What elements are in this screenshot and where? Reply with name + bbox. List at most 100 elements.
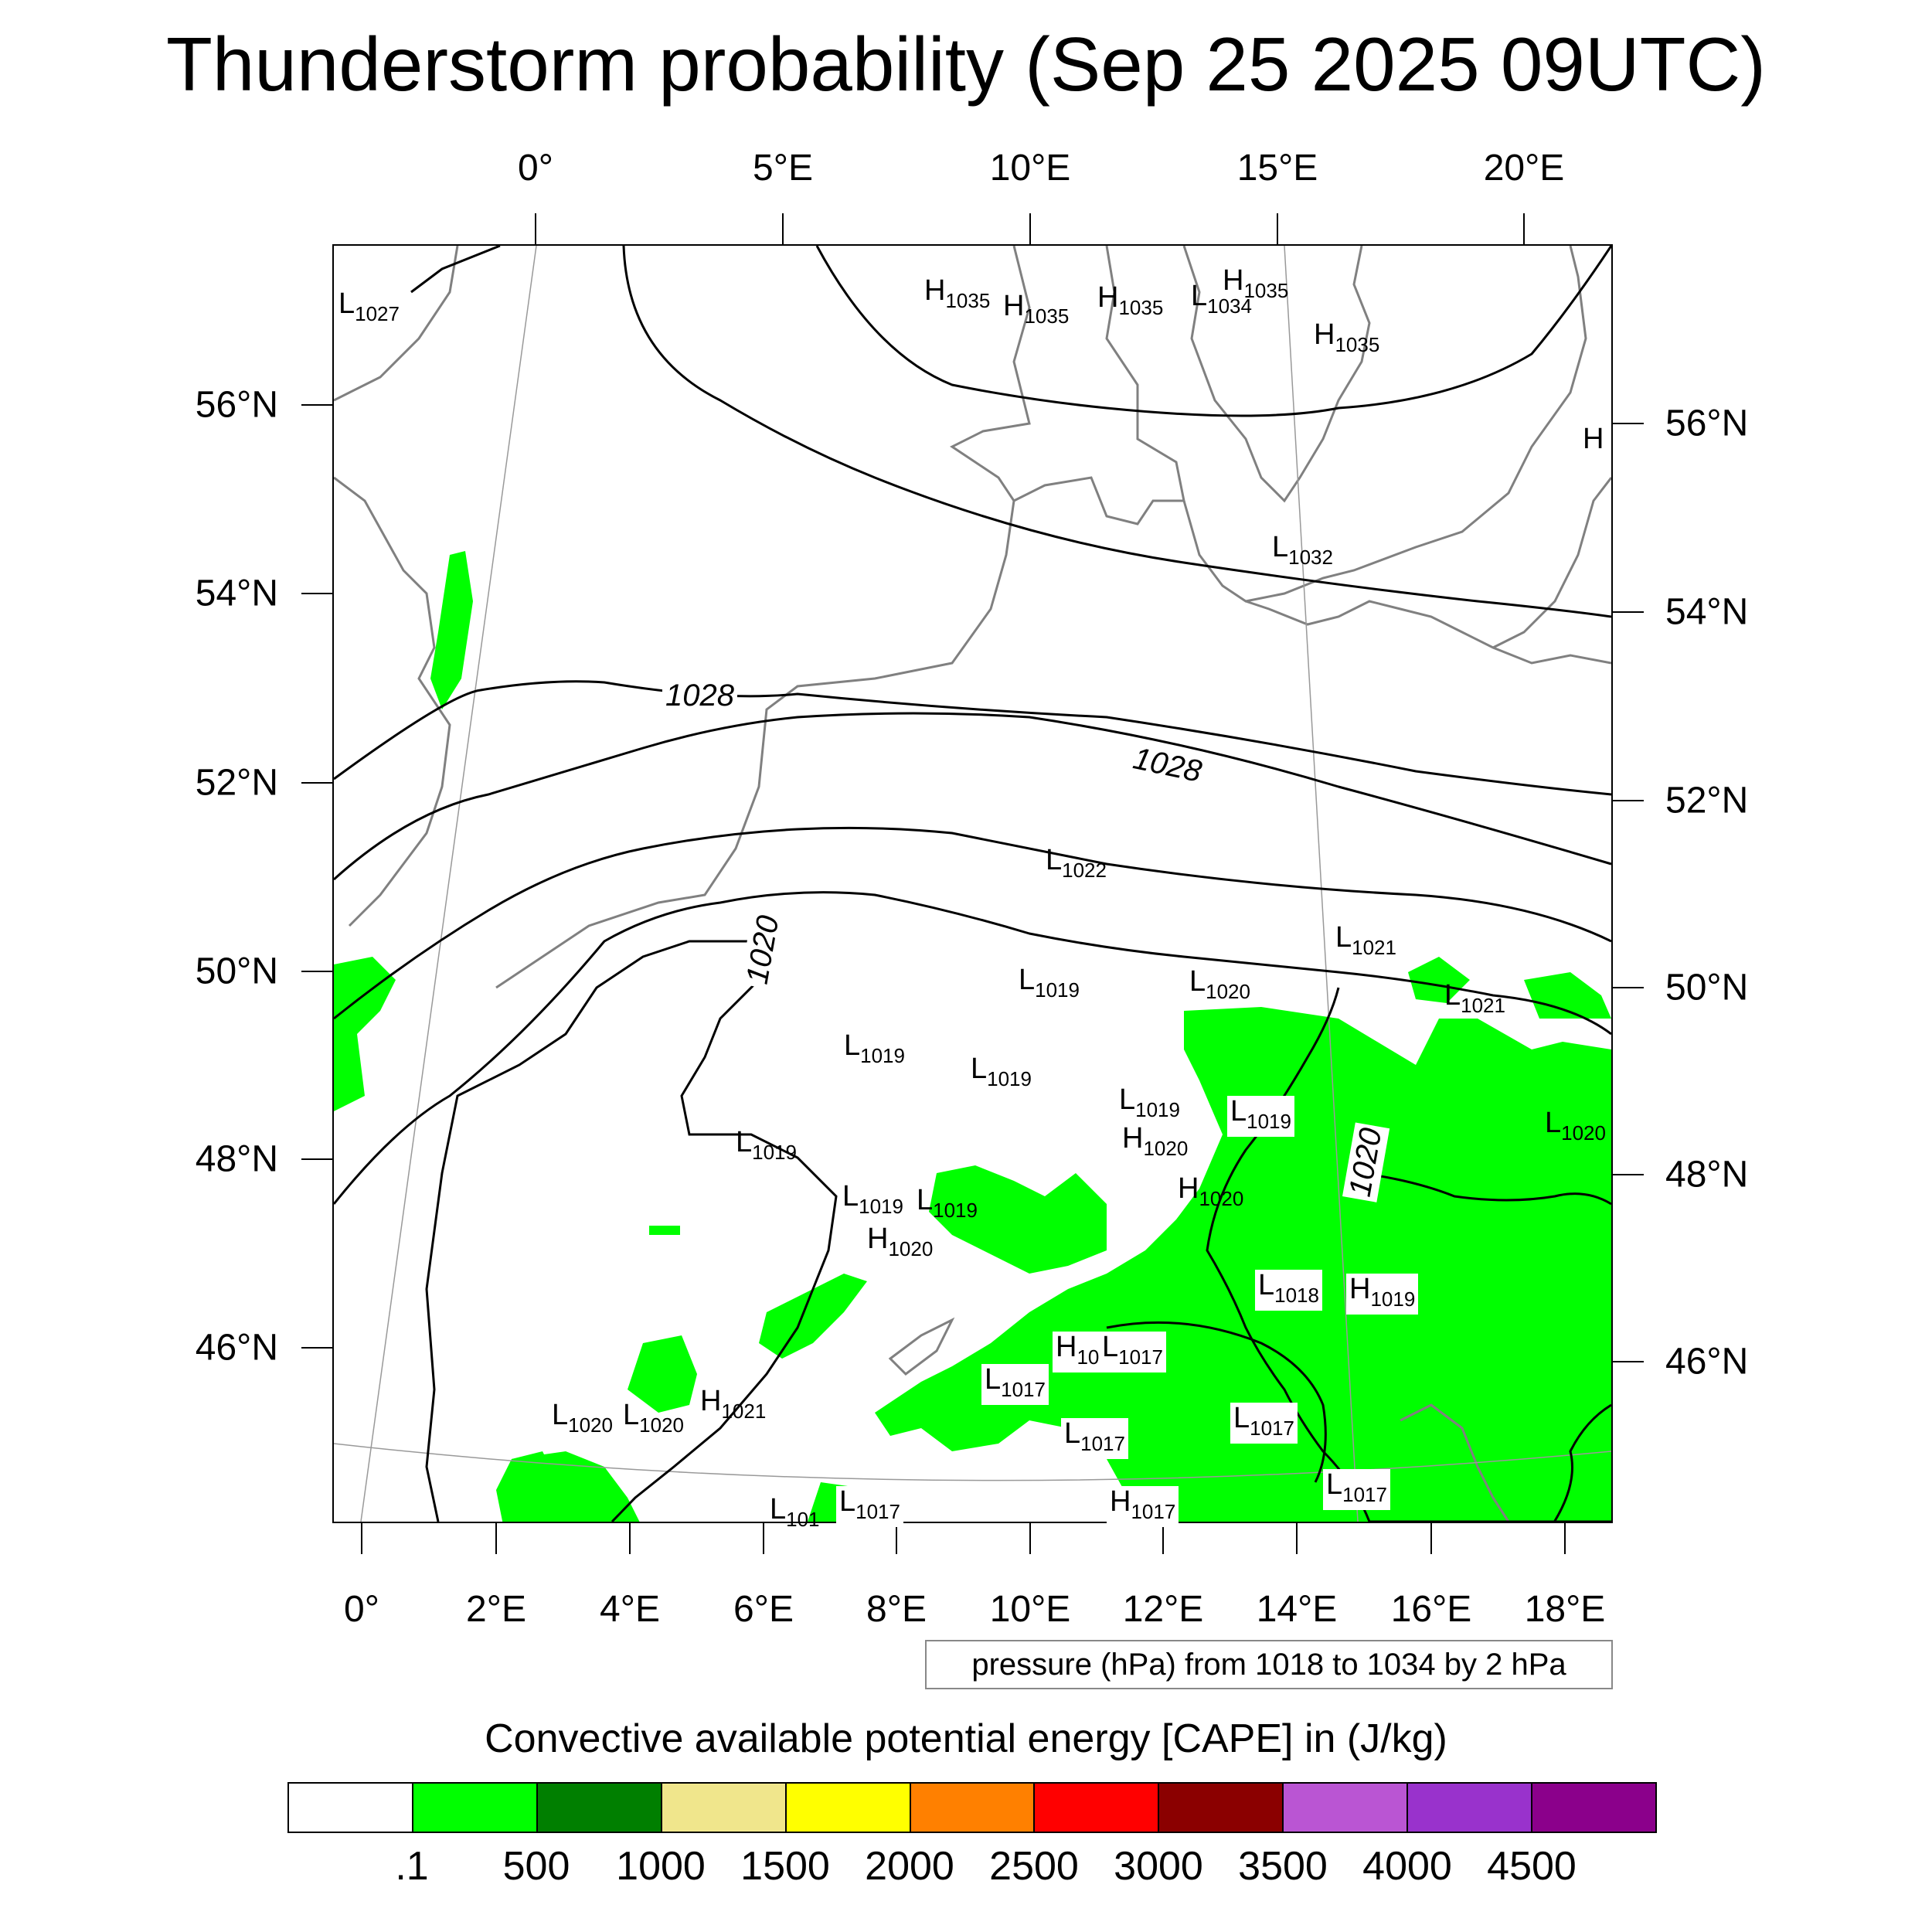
- bottom-lon-tick: 6°E: [733, 1589, 794, 1630]
- bottom-lon-tick: 2°E: [466, 1589, 526, 1630]
- pressure-center: L1019: [844, 1029, 905, 1067]
- pressure-center: L1021: [1335, 921, 1396, 959]
- colorbar: [287, 1782, 1657, 1833]
- map-panel: 1028 1028 1020 1020 L1027 H1035 H1035 H1…: [332, 244, 1613, 1531]
- cape-area: [430, 551, 473, 709]
- pressure-center: L1017: [1061, 1418, 1128, 1459]
- colorbar-label: 4000: [1362, 1844, 1452, 1889]
- colorbar-swatch: [1408, 1784, 1533, 1832]
- pressure-center: L1019: [917, 1184, 978, 1222]
- colorbar-swatch: [537, 1784, 662, 1832]
- cape-area: [649, 1226, 680, 1235]
- pressure-center: H1021: [700, 1385, 767, 1423]
- left-lat-tick: 56°N: [195, 384, 278, 426]
- pressure-center: L1020: [1189, 965, 1250, 1003]
- chart-title: Thunderstorm probability (Sep 25 2025 09…: [166, 22, 1766, 107]
- cape-area: [875, 1007, 1611, 1522]
- colorbar-label: .1: [395, 1844, 429, 1889]
- pressure-center: L1019: [736, 1126, 797, 1164]
- bottom-lon-tick: 0°: [344, 1589, 379, 1630]
- colorbar-label: 500: [502, 1844, 570, 1889]
- top-lon-tick: 15°E: [1236, 148, 1318, 189]
- isobar: [334, 712, 1611, 881]
- left-lat-tick: 54°N: [195, 573, 278, 614]
- colorbar-label: 4500: [1487, 1844, 1577, 1889]
- cape-area: [334, 957, 396, 1111]
- right-lat-tick: 50°N: [1665, 967, 1749, 1009]
- colorbar-title: Convective available potential energy [C…: [485, 1716, 1447, 1761]
- isobar: [1361, 1172, 1611, 1206]
- isobar: [410, 246, 501, 294]
- isobar: [334, 680, 1611, 796]
- pressure-center: L1019: [1119, 1083, 1180, 1121]
- bottom-lon-tick: 18°E: [1524, 1589, 1606, 1630]
- pressure-center: L1020: [552, 1399, 613, 1437]
- colorbar-swatch: [786, 1784, 911, 1832]
- isobar: [425, 940, 838, 1522]
- pressure-center: L1018: [1255, 1270, 1322, 1311]
- cape-area: [508, 1451, 558, 1513]
- pressure-center: H1020: [1122, 1122, 1189, 1160]
- isobar: [1206, 987, 1611, 1522]
- right-lat-tick: 48°N: [1665, 1154, 1749, 1196]
- coastlines: [334, 246, 1611, 1522]
- bottom-lon-tick: 14°E: [1256, 1589, 1338, 1630]
- pressure-center: L1032: [1272, 531, 1333, 569]
- colorbar-swatch: [1532, 1784, 1655, 1832]
- cape-area: [1408, 957, 1470, 1003]
- isobar: [815, 246, 1611, 417]
- right-lat-tick: 54°N: [1665, 591, 1749, 633]
- colorbar-label: 3500: [1238, 1844, 1328, 1889]
- right-lat-tick: 56°N: [1665, 403, 1749, 444]
- colorbar-swatch: [413, 1784, 538, 1832]
- pressure-center: H1035: [924, 274, 991, 312]
- pressure-center: H1035: [1097, 281, 1164, 319]
- bottom-lon-tick: 16°E: [1390, 1589, 1472, 1630]
- colorbar-label: 1000: [616, 1844, 706, 1889]
- pressure-center: H10: [1053, 1332, 1103, 1372]
- pressure-center: L1019: [971, 1053, 1032, 1090]
- pressure-center: L1020: [623, 1399, 684, 1437]
- colorbar-swatch: [1159, 1784, 1284, 1832]
- pressure-center: H1035: [1314, 318, 1380, 356]
- isobars: [334, 246, 1611, 1522]
- pressure-center: L1019: [1227, 1096, 1294, 1137]
- cape-area: [1524, 972, 1611, 1019]
- pressure-center: L1019: [842, 1180, 903, 1218]
- pressure-center: L1017: [836, 1486, 903, 1527]
- isobar: [622, 246, 1611, 618]
- pressure-center: L101: [770, 1493, 820, 1531]
- bottom-lon-tick: 10°E: [989, 1589, 1071, 1630]
- pressure-info-box: pressure (hPa) from 1018 to 1034 by 2 hP…: [925, 1640, 1613, 1689]
- colorbar-swatch: [1284, 1784, 1409, 1832]
- bottom-lon-tick: 4°E: [600, 1589, 660, 1630]
- bottom-lon-tick: 12°E: [1122, 1589, 1204, 1630]
- top-lon-tick: 0°: [518, 148, 553, 189]
- pressure-center: H1020: [867, 1223, 934, 1260]
- colorbar-swatch: [910, 1784, 1036, 1832]
- bottom-lon-tick: 8°E: [866, 1589, 927, 1630]
- top-lon-tick: 20°E: [1483, 148, 1565, 189]
- colorbar-label: 2500: [989, 1844, 1079, 1889]
- colorbar-label: 1500: [740, 1844, 830, 1889]
- cape-area: [759, 1274, 867, 1359]
- pressure-center: H1035: [1003, 290, 1070, 328]
- pressure-center: L1020: [1545, 1107, 1606, 1145]
- cape-area: [628, 1335, 697, 1413]
- pressure-center: H1019: [1346, 1274, 1419, 1315]
- left-lat-tick: 50°N: [195, 951, 278, 992]
- isobar: [1106, 1321, 1327, 1483]
- pressure-center: L1027: [338, 287, 400, 325]
- colorbar-swatch: [289, 1784, 413, 1832]
- isobar-label: 1028: [662, 679, 737, 713]
- colorbar-swatch: [1035, 1784, 1160, 1832]
- isobar: [334, 891, 1611, 1205]
- top-lon-tick: 5°E: [753, 148, 813, 189]
- pressure-center: L1017: [1323, 1469, 1390, 1510]
- pressure-center: L1021: [1444, 979, 1505, 1017]
- colorbar-swatch: [662, 1784, 787, 1832]
- colorbar-label: 2000: [865, 1844, 954, 1889]
- pressure-center: H1017: [1107, 1486, 1179, 1527]
- cape-areas: [334, 551, 1611, 1522]
- left-lat-tick: 48°N: [195, 1138, 278, 1180]
